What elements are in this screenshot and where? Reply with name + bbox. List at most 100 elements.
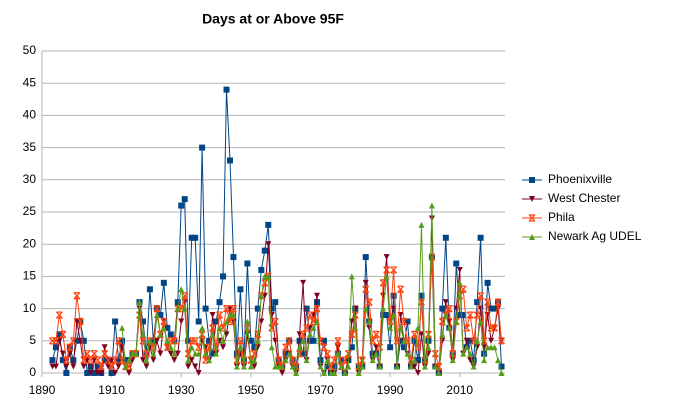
- marker: [195, 318, 202, 325]
- y-tick-label: 15: [23, 269, 37, 283]
- marker: [435, 362, 443, 371]
- marker: [157, 350, 164, 357]
- marker: [484, 279, 491, 286]
- marker: [442, 234, 449, 241]
- marker: [112, 370, 119, 376]
- marker: [209, 350, 216, 357]
- marker: [153, 337, 160, 344]
- marker: [139, 331, 146, 338]
- marker: [52, 363, 59, 370]
- marker: [272, 299, 279, 306]
- marker: [101, 344, 108, 351]
- marker: [477, 234, 484, 241]
- marker: [296, 337, 303, 344]
- marker: [223, 318, 230, 325]
- marker: [160, 324, 167, 331]
- marker: [188, 357, 195, 364]
- marker: [498, 363, 505, 370]
- marker: [345, 363, 352, 370]
- marker: [369, 337, 377, 345]
- marker: [192, 363, 199, 370]
- marker: [330, 356, 338, 364]
- y-tick-label: 0: [29, 365, 36, 379]
- marker: [279, 370, 286, 376]
- marker: [143, 363, 150, 370]
- marker: [401, 344, 408, 351]
- marker: [250, 350, 258, 358]
- marker: [80, 363, 87, 370]
- marker: [199, 144, 206, 151]
- marker: [453, 318, 460, 325]
- marker: [449, 357, 456, 364]
- marker: [404, 318, 411, 325]
- marker: [265, 241, 272, 248]
- marker: [495, 305, 502, 312]
- x-tick-label: 2010: [446, 383, 473, 397]
- marker: [198, 330, 206, 338]
- marker: [181, 292, 189, 300]
- marker: [119, 337, 126, 344]
- marker: [153, 312, 160, 319]
- marker: [327, 362, 335, 371]
- marker: [265, 273, 272, 280]
- marker: [438, 317, 446, 326]
- marker: [254, 305, 261, 312]
- legend-label: West Chester: [548, 191, 620, 205]
- marker: [220, 273, 227, 280]
- marker: [411, 330, 418, 338]
- marker: [80, 337, 87, 344]
- x-tick-label: 1910: [98, 383, 125, 397]
- marker: [188, 337, 196, 345]
- y-tick-label: 5: [29, 333, 36, 347]
- marker: [477, 292, 485, 300]
- marker: [477, 318, 484, 325]
- marker: [56, 331, 63, 338]
- marker: [185, 363, 192, 370]
- marker: [487, 324, 495, 332]
- marker: [425, 350, 432, 357]
- series-line: [121, 205, 502, 375]
- marker: [407, 356, 415, 364]
- marker: [261, 279, 269, 287]
- marker: [300, 337, 307, 344]
- marker: [394, 363, 401, 370]
- marker: [220, 337, 227, 344]
- marker: [428, 253, 436, 261]
- marker: [393, 337, 401, 345]
- marker: [348, 330, 356, 338]
- marker: [143, 350, 150, 358]
- marker: [87, 356, 95, 364]
- marker: [390, 266, 398, 274]
- marker: [191, 337, 199, 345]
- marker: [460, 312, 467, 319]
- marker: [400, 317, 408, 326]
- marker: [80, 356, 88, 364]
- marker: [421, 363, 428, 370]
- marker: [98, 370, 105, 376]
- marker: [268, 344, 275, 351]
- marker: [258, 292, 265, 299]
- marker: [66, 343, 74, 351]
- marker: [334, 344, 341, 351]
- marker: [244, 318, 251, 325]
- marker: [150, 350, 157, 357]
- marker: [293, 370, 300, 376]
- marker: [84, 370, 91, 376]
- marker: [160, 279, 167, 286]
- marker: [285, 337, 293, 345]
- marker: [414, 357, 421, 364]
- marker: [170, 337, 178, 345]
- marker: [185, 337, 192, 344]
- marker: [87, 370, 94, 376]
- marker: [125, 362, 133, 371]
- legend-label: Phoenixville: [548, 172, 612, 186]
- marker: [317, 337, 324, 345]
- marker: [428, 202, 435, 209]
- marker: [495, 357, 502, 364]
- marker: [254, 344, 261, 351]
- marker: [202, 356, 210, 364]
- marker: [324, 363, 331, 370]
- marker: [313, 305, 321, 313]
- marker: [171, 350, 178, 357]
- marker: [104, 356, 112, 364]
